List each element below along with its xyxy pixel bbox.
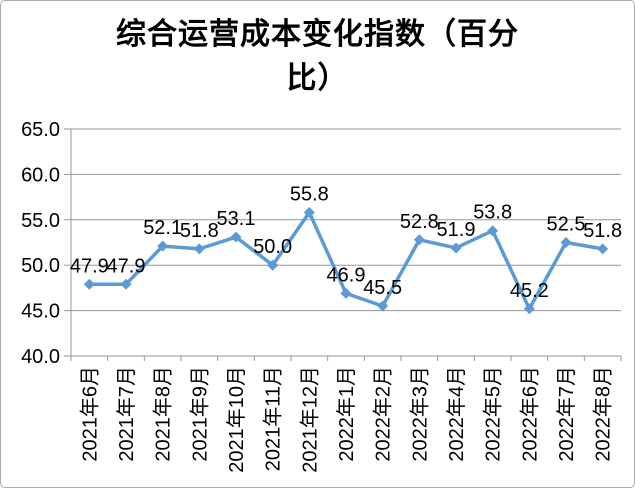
data-point-marker xyxy=(487,225,499,237)
x-axis-label: 2022年5月 xyxy=(482,366,505,462)
y-axis-label: 45.0 xyxy=(21,301,60,323)
x-axis-label: 2021年11月 xyxy=(262,366,285,471)
x-axis-label: 2021年9月 xyxy=(188,366,211,462)
x-axis-label: 2022年3月 xyxy=(408,366,431,462)
data-point-marker xyxy=(193,243,205,255)
data-point-label: 55.8 xyxy=(290,184,329,206)
data-point-label: 51.9 xyxy=(437,219,476,241)
data-point-marker xyxy=(83,278,95,290)
x-axis-label: 2021年10月 xyxy=(225,366,248,473)
data-point-label: 51.8 xyxy=(180,220,219,242)
y-axis-label: 55.0 xyxy=(21,210,60,232)
data-point-marker xyxy=(120,278,132,290)
data-point-label: 50.0 xyxy=(253,236,292,258)
x-axis-label: 2021年7月 xyxy=(115,366,138,462)
data-point-label: 53.8 xyxy=(473,202,512,224)
data-point-marker xyxy=(377,300,389,312)
y-axis-label: 65.0 xyxy=(21,119,60,141)
x-axis-label: 2022年7月 xyxy=(555,366,578,462)
data-point-label: 45.2 xyxy=(510,280,549,302)
data-point-marker xyxy=(560,237,572,248)
data-point-label: 51.8 xyxy=(583,220,622,242)
data-point-label: 47.9 xyxy=(107,255,146,277)
x-axis-label: 2021年12月 xyxy=(298,366,321,473)
data-point-marker xyxy=(450,242,462,254)
data-point-label: 53.1 xyxy=(217,208,256,230)
data-point-marker xyxy=(303,207,315,219)
x-axis-label: 2021年8月 xyxy=(152,366,175,462)
data-point-marker xyxy=(267,259,279,271)
y-axis-label: 50.0 xyxy=(21,255,60,277)
data-point-marker xyxy=(230,231,242,243)
data-point-label: 52.5 xyxy=(547,214,586,236)
data-point-label: 45.5 xyxy=(363,277,402,299)
x-axis-label: 2021年6月 xyxy=(78,366,101,462)
data-point-marker xyxy=(597,243,609,255)
data-point-label: 46.9 xyxy=(327,264,366,286)
chart-title-line2: 比） xyxy=(286,61,349,96)
data-point-label: 52.1 xyxy=(143,217,182,239)
x-axis-label: 2022年8月 xyxy=(592,366,615,462)
y-axis-label: 60.0 xyxy=(21,164,60,186)
y-axis-label: 40.0 xyxy=(21,346,60,368)
data-point-marker xyxy=(413,234,425,246)
data-point-marker xyxy=(340,287,352,299)
data-point-marker xyxy=(523,303,535,315)
x-axis-label: 2022年1月 xyxy=(335,366,358,462)
data-point-label: 52.8 xyxy=(400,211,439,233)
data-point-marker xyxy=(157,240,169,252)
chart-title: 综合运营成本变化指数（百分 比） xyxy=(1,13,634,101)
x-axis-label: 2022年4月 xyxy=(445,366,468,462)
x-axis-label: 2022年2月 xyxy=(372,366,395,462)
x-axis-label: 2022年6月 xyxy=(518,366,541,462)
chart-title-line1: 综合运营成本变化指数（百分 xyxy=(116,17,519,52)
data-point-label: 47.9 xyxy=(70,255,109,277)
